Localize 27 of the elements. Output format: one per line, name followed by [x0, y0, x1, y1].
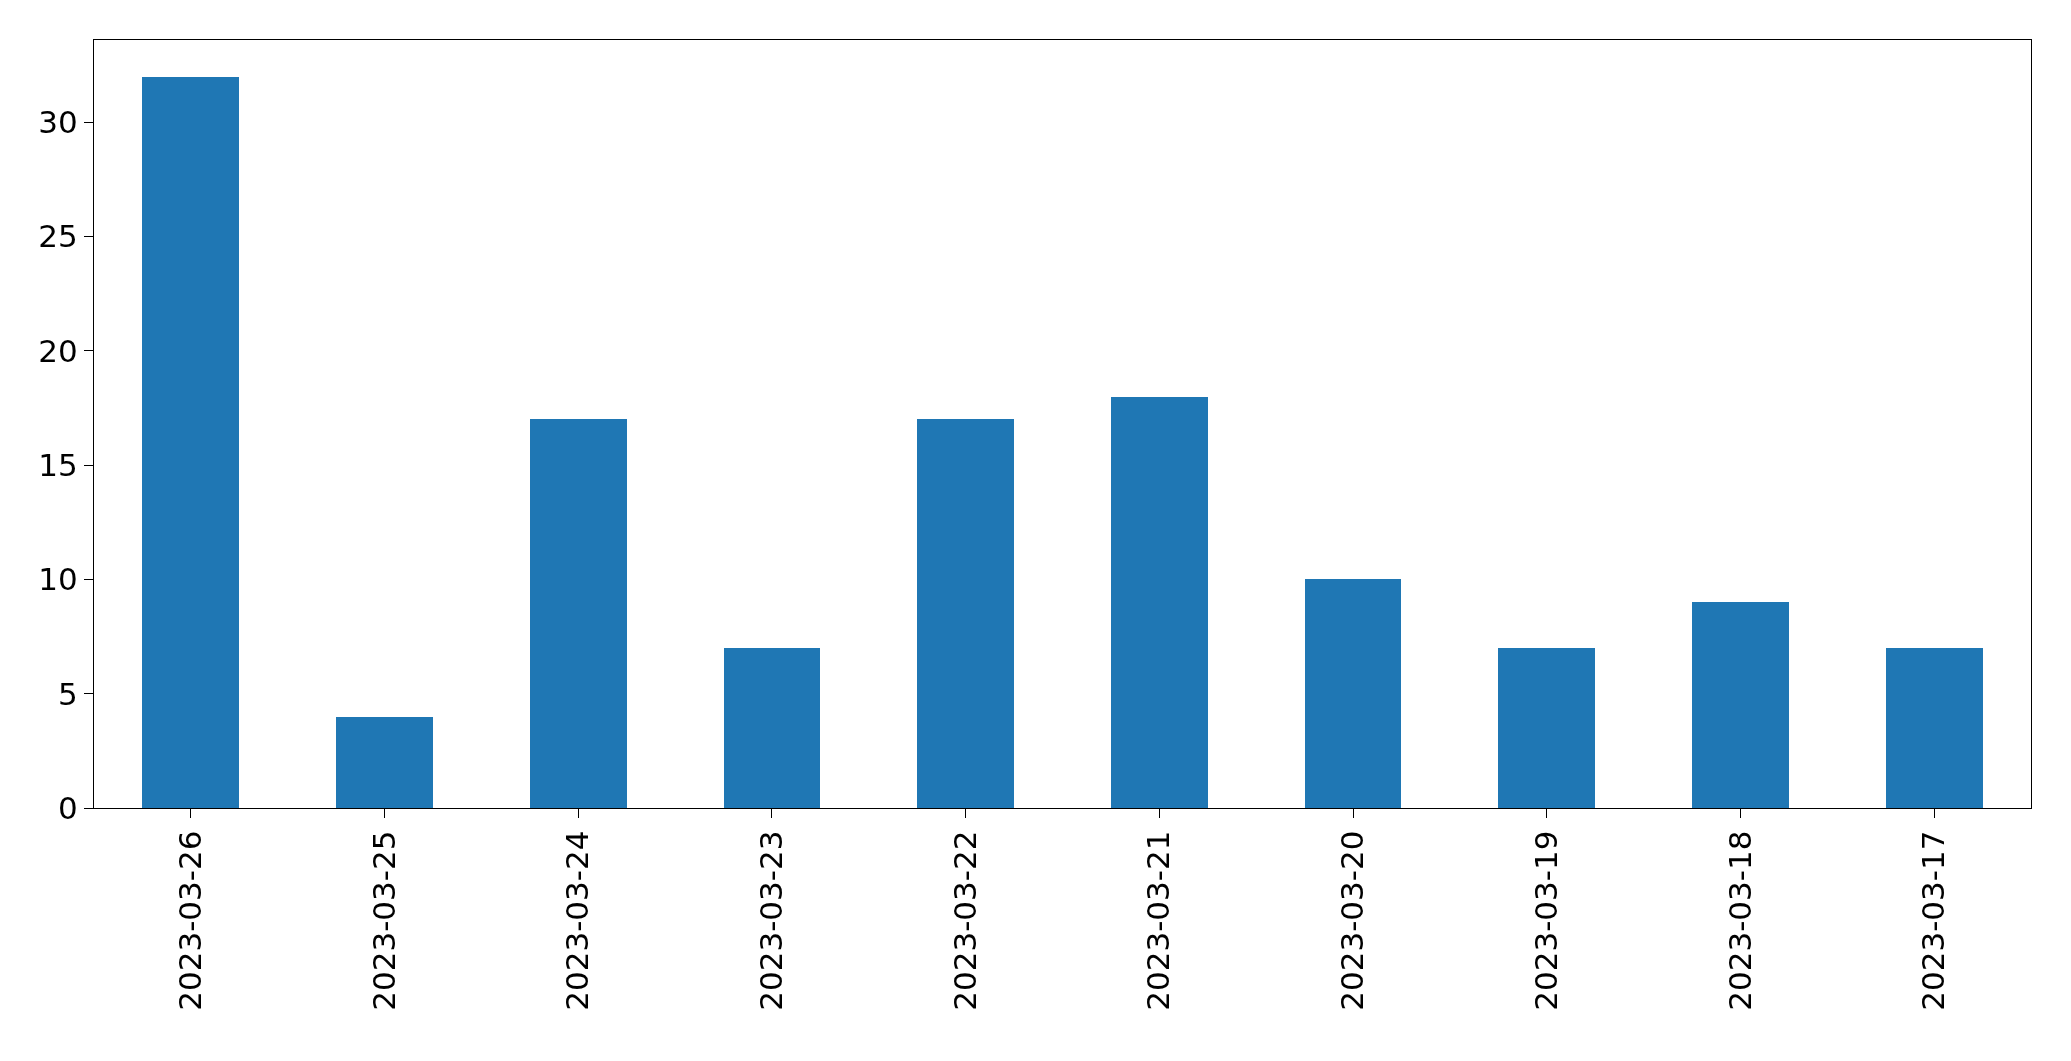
- y-tick-label: 25: [38, 218, 78, 255]
- x-tick-label: 2023-03-18: [1721, 830, 1758, 1011]
- x-tick-label: 2023-03-23: [753, 830, 790, 1011]
- y-tick-label: 15: [38, 446, 78, 483]
- x-tick-label: 2023-03-19: [1527, 830, 1564, 1011]
- bar: [142, 77, 239, 808]
- y-tick-label: 10: [38, 561, 78, 598]
- bar: [1886, 648, 1983, 808]
- y-tick-label: 5: [57, 675, 78, 712]
- x-tick-label: 2023-03-22: [946, 830, 983, 1011]
- bar: [336, 717, 433, 808]
- bar: [917, 419, 1014, 808]
- bar: [1305, 579, 1401, 808]
- y-tick-label: 30: [38, 104, 78, 141]
- y-tick-label: 0: [57, 789, 78, 826]
- bar: [1692, 602, 1789, 808]
- x-tick-label: 2023-03-26: [171, 830, 208, 1011]
- x-tick-label: 2023-03-21: [1140, 830, 1177, 1011]
- x-tick-label: 2023-03-24: [559, 830, 596, 1011]
- bar: [724, 648, 820, 808]
- x-tick-label: 2023-03-20: [1334, 830, 1371, 1011]
- x-tick-label: 2023-03-17: [1915, 830, 1952, 1011]
- bar: [530, 419, 627, 808]
- bar: [1498, 648, 1595, 808]
- y-tick-label: 20: [38, 332, 78, 369]
- x-tick-label: 2023-03-25: [365, 830, 402, 1011]
- bar: [1111, 397, 1208, 808]
